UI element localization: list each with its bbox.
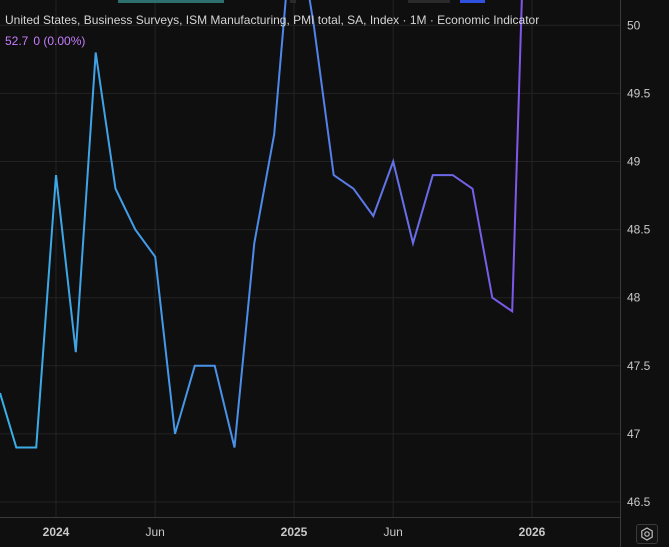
series-legend-value: 52.7 0 (0.00%) bbox=[5, 34, 90, 48]
top-strip-gray-2 bbox=[408, 0, 450, 3]
x-tick-label: 2024 bbox=[43, 525, 70, 539]
legend-last-value: 52.7 bbox=[5, 34, 29, 48]
x-tick-label: 2025 bbox=[281, 525, 308, 539]
y-tick-label: 47 bbox=[627, 427, 641, 441]
chart-settings-button[interactable] bbox=[636, 524, 658, 544]
y-tick-label: 49 bbox=[627, 155, 641, 169]
legend-change: 0 (0.00%) bbox=[33, 34, 86, 48]
y-tick-label: 50 bbox=[627, 18, 641, 32]
y-tick-label: 48 bbox=[627, 291, 641, 305]
y-axis-labels: 46.54747.54848.54949.55050.55151.55252.5… bbox=[627, 18, 651, 509]
series-legend-title: United States, Business Surveys, ISM Man… bbox=[5, 13, 540, 27]
top-strip-gray bbox=[290, 0, 296, 3]
y-tick-label: 49.5 bbox=[627, 86, 651, 100]
series-line bbox=[0, 0, 523, 449]
y-tick-label: 48.5 bbox=[627, 223, 651, 237]
x-tick-label: Jun bbox=[145, 525, 164, 539]
y-tick-label: 47.5 bbox=[627, 359, 651, 373]
y-tick-label: 46.5 bbox=[627, 495, 651, 509]
horizontal-gridlines bbox=[0, 24, 620, 503]
series-layer bbox=[0, 0, 523, 449]
top-strip-blue bbox=[460, 0, 485, 3]
settings-gear-icon bbox=[641, 527, 653, 541]
x-tick-label: Jun bbox=[383, 525, 402, 539]
x-tick-label: 2026 bbox=[519, 525, 546, 539]
top-strip-teal bbox=[118, 0, 224, 3]
vertical-gridlines bbox=[55, 0, 533, 517]
x-axis-labels: 2024 Jun 2025 Jun 2026 bbox=[43, 525, 546, 539]
